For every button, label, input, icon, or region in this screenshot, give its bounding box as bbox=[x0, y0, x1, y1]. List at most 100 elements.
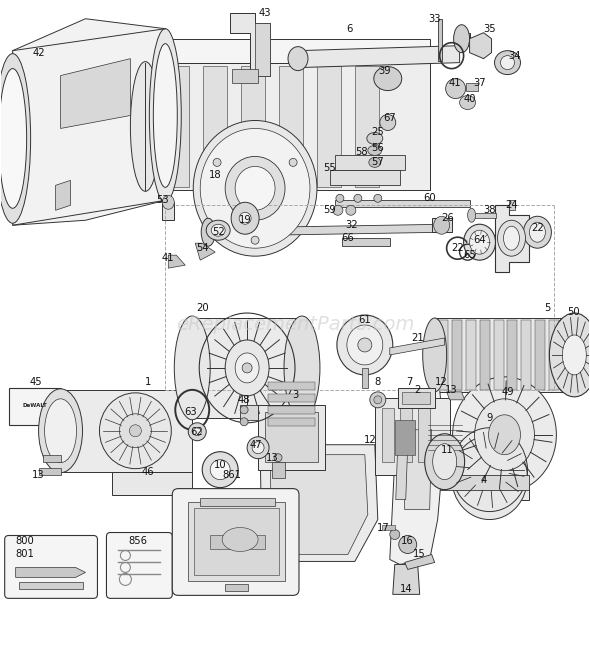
Polygon shape bbox=[61, 59, 130, 128]
Ellipse shape bbox=[194, 121, 317, 256]
Text: 41: 41 bbox=[162, 253, 175, 263]
Ellipse shape bbox=[337, 315, 393, 375]
Text: 66: 66 bbox=[342, 233, 354, 243]
Ellipse shape bbox=[252, 441, 264, 454]
Text: 35: 35 bbox=[483, 24, 496, 33]
Ellipse shape bbox=[445, 79, 466, 98]
Text: 54: 54 bbox=[196, 243, 208, 253]
Polygon shape bbox=[268, 418, 315, 426]
Text: 3: 3 bbox=[292, 390, 298, 400]
Text: 12: 12 bbox=[435, 377, 448, 387]
Polygon shape bbox=[393, 565, 419, 594]
Text: 48: 48 bbox=[238, 395, 250, 405]
Text: 25: 25 bbox=[372, 128, 384, 138]
Text: 22: 22 bbox=[451, 243, 464, 253]
Polygon shape bbox=[16, 567, 86, 578]
Polygon shape bbox=[440, 475, 529, 490]
Polygon shape bbox=[402, 392, 430, 404]
Ellipse shape bbox=[422, 318, 447, 392]
Polygon shape bbox=[317, 66, 341, 187]
Text: 24: 24 bbox=[505, 200, 518, 210]
Text: 1: 1 bbox=[145, 377, 152, 387]
Text: 32: 32 bbox=[346, 220, 358, 231]
Circle shape bbox=[374, 396, 382, 404]
Polygon shape bbox=[395, 420, 415, 455]
Polygon shape bbox=[471, 214, 496, 218]
Text: 65: 65 bbox=[463, 250, 476, 260]
Polygon shape bbox=[61, 390, 192, 472]
Text: 14: 14 bbox=[399, 584, 412, 594]
Polygon shape bbox=[390, 338, 445, 355]
Text: 9: 9 bbox=[486, 413, 493, 422]
Text: 19: 19 bbox=[239, 215, 251, 225]
Polygon shape bbox=[470, 33, 491, 59]
Text: 7: 7 bbox=[407, 377, 413, 387]
Polygon shape bbox=[268, 406, 315, 414]
Ellipse shape bbox=[284, 316, 320, 420]
Polygon shape bbox=[400, 408, 412, 462]
Text: 52: 52 bbox=[212, 227, 225, 237]
Polygon shape bbox=[447, 392, 464, 400]
Ellipse shape bbox=[0, 54, 31, 223]
Text: 38: 38 bbox=[483, 205, 496, 215]
Text: 22: 22 bbox=[531, 223, 544, 233]
Polygon shape bbox=[390, 390, 445, 565]
Text: 4: 4 bbox=[480, 475, 487, 485]
Text: 59: 59 bbox=[323, 205, 336, 215]
Polygon shape bbox=[9, 388, 61, 425]
Ellipse shape bbox=[468, 208, 476, 222]
Polygon shape bbox=[268, 394, 315, 402]
Ellipse shape bbox=[368, 145, 382, 155]
Polygon shape bbox=[12, 19, 165, 225]
Text: 2: 2 bbox=[415, 385, 421, 395]
Circle shape bbox=[213, 159, 221, 166]
Polygon shape bbox=[382, 408, 394, 462]
FancyBboxPatch shape bbox=[172, 489, 299, 595]
Text: 58: 58 bbox=[356, 147, 368, 157]
Polygon shape bbox=[230, 12, 270, 75]
Circle shape bbox=[240, 418, 248, 426]
Text: 40: 40 bbox=[463, 94, 476, 103]
Circle shape bbox=[370, 392, 386, 408]
Ellipse shape bbox=[369, 157, 381, 168]
Polygon shape bbox=[203, 66, 227, 187]
Ellipse shape bbox=[451, 436, 527, 519]
Polygon shape bbox=[330, 170, 400, 185]
Polygon shape bbox=[168, 255, 185, 268]
Text: 6: 6 bbox=[347, 24, 353, 33]
Polygon shape bbox=[335, 155, 405, 170]
Circle shape bbox=[242, 363, 252, 373]
Polygon shape bbox=[260, 445, 378, 561]
Text: 45: 45 bbox=[30, 377, 42, 387]
Polygon shape bbox=[232, 69, 258, 83]
Ellipse shape bbox=[434, 216, 450, 234]
Text: 21: 21 bbox=[411, 333, 424, 343]
Text: 57: 57 bbox=[372, 157, 384, 168]
Ellipse shape bbox=[206, 220, 230, 240]
Text: 800: 800 bbox=[15, 536, 34, 546]
Ellipse shape bbox=[231, 202, 259, 234]
Polygon shape bbox=[145, 63, 430, 191]
Text: 61: 61 bbox=[359, 315, 371, 325]
Polygon shape bbox=[432, 218, 451, 233]
Polygon shape bbox=[507, 320, 517, 390]
Ellipse shape bbox=[562, 335, 586, 375]
Text: 15: 15 bbox=[414, 550, 426, 559]
Polygon shape bbox=[240, 405, 258, 420]
Polygon shape bbox=[255, 23, 270, 75]
Polygon shape bbox=[192, 318, 302, 418]
Ellipse shape bbox=[470, 230, 490, 254]
Polygon shape bbox=[162, 202, 174, 220]
Polygon shape bbox=[258, 405, 325, 470]
Polygon shape bbox=[490, 440, 529, 500]
Text: 42: 42 bbox=[32, 48, 45, 58]
Polygon shape bbox=[241, 66, 265, 187]
Text: 20: 20 bbox=[196, 303, 208, 313]
Polygon shape bbox=[494, 205, 529, 272]
Polygon shape bbox=[522, 320, 532, 390]
Ellipse shape bbox=[523, 216, 552, 248]
Ellipse shape bbox=[494, 50, 520, 75]
Circle shape bbox=[188, 422, 206, 441]
Ellipse shape bbox=[347, 325, 383, 365]
Polygon shape bbox=[396, 445, 408, 500]
